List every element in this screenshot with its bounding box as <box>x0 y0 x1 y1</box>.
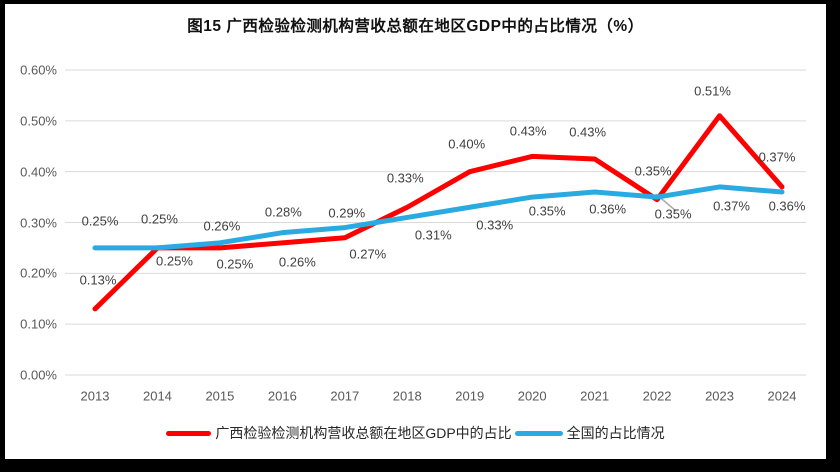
x-tick-label: 2023 <box>705 388 734 404</box>
guangxi-data-label: 0.13% <box>79 272 117 288</box>
y-tick-label: 0.30% <box>20 215 57 230</box>
x-tick-label: 2013 <box>80 388 110 404</box>
guangxi-data-label: 0.43% <box>569 124 607 140</box>
legend-item-guangxi: 广西检验检测机构营收总额在地区GDP中的占比 <box>166 423 512 443</box>
national-data-label: 0.35% <box>528 203 566 219</box>
national-series-label: 全国的占比情况 <box>566 425 665 441</box>
x-tick-label: 2014 <box>142 388 172 404</box>
chart-title: 图15 广西检验检测机构营收总额在地区GDP中的占比情况（%） <box>187 18 644 35</box>
y-tick-label: 0.60% <box>20 62 57 78</box>
y-tick-label: 0.50% <box>20 113 57 129</box>
x-tick-label: 2021 <box>580 388 610 404</box>
x-tick-label: 2016 <box>267 388 297 404</box>
guangxi-data-label: 0.43% <box>509 123 547 139</box>
guangxi-series-swatch <box>166 430 212 436</box>
national-data-label: 0.36% <box>768 198 806 214</box>
y-tick-label: 0.20% <box>20 265 57 281</box>
guangxi-series-label: 广西检验检测机构营收总额在地区GDP中的占比 <box>215 425 512 441</box>
y-tick-label: 0.10% <box>20 316 57 332</box>
x-tick-label: 2015 <box>205 388 235 404</box>
national-series-line <box>92 184 785 251</box>
national-data-label: 0.26% <box>203 218 241 234</box>
x-tick-label: 2020 <box>517 388 547 404</box>
national-data-label: 0.28% <box>264 204 302 220</box>
national-data-label: 0.36% <box>589 201 627 217</box>
guangxi-data-label: 0.26% <box>278 254 316 270</box>
guangxi-data-label: 0.40% <box>448 136 486 152</box>
y-tick-label: 0.00% <box>20 367 57 383</box>
x-tick-label: 2022 <box>642 388 672 404</box>
national-data-label: 0.25% <box>141 211 178 227</box>
y-tick-label: 0.40% <box>20 164 57 180</box>
chart-background <box>5 4 826 459</box>
national-data-label: 0.35% <box>654 206 692 222</box>
guangxi-data-label: 0.27% <box>349 246 387 262</box>
x-tick-label: 2019 <box>455 388 485 404</box>
national-data-label: 0.33% <box>476 217 514 233</box>
x-tick-label: 2018 <box>392 388 422 404</box>
guangxi-data-label: 0.37% <box>758 149 796 165</box>
guangxi-data-label: 0.35% <box>634 163 672 179</box>
national-data-label: 0.31% <box>414 227 452 243</box>
guangxi-data-label: 0.33% <box>386 170 424 186</box>
legend-item-national: 全国的占比情况 <box>512 423 665 443</box>
guangxi-data-label: 0.51% <box>694 83 731 99</box>
national-data-label: 0.37% <box>713 198 750 214</box>
guangxi-data-label: 0.25% <box>216 256 254 272</box>
national-series-swatch <box>514 430 563 436</box>
guangxi-data-label: 0.25% <box>156 253 193 269</box>
x-tick-label: 2017 <box>330 388 360 404</box>
guangxi-series-line <box>92 113 785 312</box>
legend: 广西检验检测机构营收总额在地区GDP中的占比 全国的占比情况 <box>5 423 826 443</box>
x-tick-label: 2024 <box>767 388 797 404</box>
national-data-label: 0.25% <box>81 213 119 229</box>
national-data-label: 0.29% <box>328 205 366 221</box>
